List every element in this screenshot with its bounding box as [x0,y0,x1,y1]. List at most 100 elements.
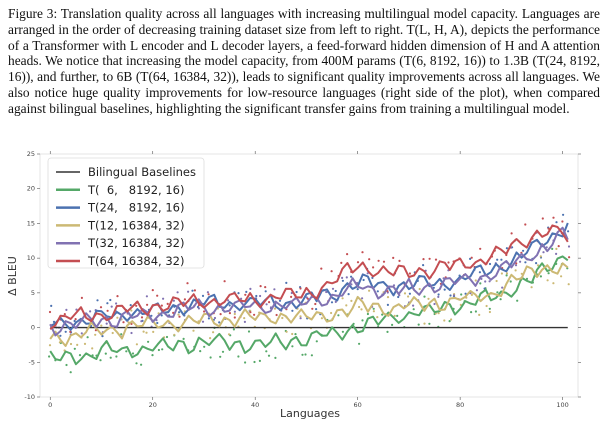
data-point [382,260,386,263]
data-point [310,354,313,357]
data-point [281,316,284,320]
legend-box [47,157,205,269]
data-point [422,258,425,261]
data-point [474,310,477,313]
data-point [514,264,518,267]
data-point [201,294,205,297]
data-point [131,352,135,355]
data-point [306,297,309,300]
data-point [69,371,72,374]
data-point [499,298,502,301]
data-point [209,356,212,359]
data-point [377,259,380,262]
data-point [488,307,491,310]
data-point [264,290,267,293]
data-point [350,299,353,302]
data-point [115,302,118,305]
y-tick-label: 15 [27,219,35,227]
data-point [240,297,243,300]
data-point [116,295,119,298]
data-point [110,305,113,308]
data-point [243,320,246,323]
data-point [48,310,52,314]
data-point [120,333,123,336]
data-point [396,314,399,317]
data-point [151,354,154,357]
data-point [474,279,477,282]
data-point [479,247,482,250]
data-point [509,280,512,283]
data-point [334,289,337,293]
data-point [147,340,150,343]
data-point [347,293,350,296]
x-tick-label: 20 [149,401,157,409]
data-point [177,313,180,316]
data-point [223,280,226,283]
data-point [249,311,252,314]
data-point [65,308,68,311]
data-point [464,292,467,295]
data-point [259,294,262,298]
data-point [264,286,267,289]
legend-label: T(24, 8192, 16) [87,201,184,215]
data-point [73,347,76,350]
data-point [299,317,302,320]
data-point [192,329,195,332]
data-point [505,247,508,250]
data-point [311,307,314,310]
data-point [391,323,394,326]
legend-label: T(32, 16384, 32) [87,236,184,250]
data-point [227,333,231,336]
data-point [361,297,364,300]
data-point [372,307,375,310]
data-point [350,283,353,286]
data-point [568,256,571,259]
data-point [267,354,271,357]
data-point [372,266,375,269]
x-tick-label: 100 [556,401,568,409]
y-tick-label: 10 [27,254,35,262]
data-point [258,359,261,362]
data-point [368,258,371,261]
legend-label: Bilingual Baselines [88,165,196,179]
data-point [75,308,78,311]
data-point [546,279,549,282]
data-point [130,309,133,312]
data-point [52,320,56,323]
data-point [386,296,390,299]
data-point [434,258,438,261]
data-point [162,297,165,300]
data-point [330,311,333,315]
data-point [178,311,181,314]
data-point [50,304,53,307]
data-point [366,312,369,316]
data-point [358,305,361,309]
data-point [516,299,519,302]
data-point [178,315,181,318]
data-point [197,307,200,310]
data-point [268,301,271,304]
data-point [122,321,125,324]
data-point [201,320,205,323]
data-point [536,264,540,267]
data-point [73,319,76,323]
data-point [360,308,363,311]
data-point [345,276,348,279]
y-tick-label: 25 [27,150,35,158]
data-point [448,320,451,323]
data-point [265,350,268,353]
data-point [524,223,527,226]
data-point [218,321,221,324]
data-point [255,294,258,298]
data-point [183,298,186,301]
data-point [562,213,565,216]
data-point [91,347,94,350]
series-line-5 [49,224,569,330]
data-point [469,257,472,260]
data-point [345,304,348,307]
data-point [142,330,145,333]
data-point [330,301,334,304]
data-point [89,310,92,313]
data-point [213,316,217,320]
data-point [460,293,463,296]
